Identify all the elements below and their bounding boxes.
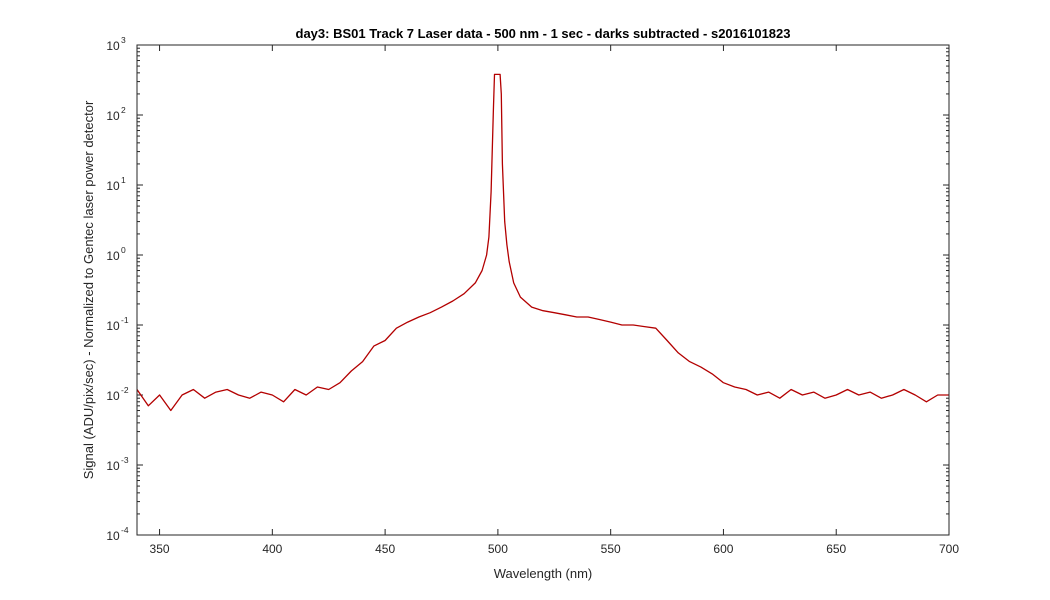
x-tick-label: 350 <box>150 542 170 556</box>
y-tick-label: 10 <box>106 249 120 263</box>
x-tick-label: 700 <box>939 542 959 556</box>
y-tick-label: 10 <box>106 319 120 333</box>
x-tick-label: 400 <box>262 542 282 556</box>
ticks-layer: 350 400 450 500 550 600 650 70010-410-310-210-1… <box>106 35 959 556</box>
x-axis-label: Wavelength (nm) <box>494 566 593 581</box>
y-axis-label: Signal (ADU/pix/sec) - Normalized to Gen… <box>81 100 96 479</box>
y-tick-exponent: -1 <box>121 315 129 325</box>
y-tick-label: 10 <box>106 179 120 193</box>
y-tick-label: 10 <box>106 109 120 123</box>
chart-title: day3: BS01 Track 7 Laser data - 500 nm -… <box>296 26 791 41</box>
series-layer <box>136 73 949 412</box>
x-tick-label: 550 <box>601 542 621 556</box>
y-tick-exponent: 3 <box>121 35 126 45</box>
x-tick-label: 600 <box>713 542 733 556</box>
y-tick-exponent: 2 <box>121 105 126 115</box>
y-tick-label: 10 <box>106 529 120 543</box>
y-tick-exponent: -4 <box>121 525 129 535</box>
spectrum-line <box>136 73 949 412</box>
y-tick-label: 10 <box>106 389 120 403</box>
x-tick-label: 500 <box>488 542 508 556</box>
plot-box <box>136 44 950 536</box>
y-tick-exponent: 0 <box>121 245 126 255</box>
x-tick-label: 450 <box>375 542 395 556</box>
y-tick-exponent: 1 <box>121 175 126 185</box>
y-tick-label: 10 <box>106 39 120 53</box>
plot-area <box>137 45 949 535</box>
y-tick-label: 10 <box>106 459 120 473</box>
x-tick-label: 650 <box>826 542 846 556</box>
y-tick-exponent: -3 <box>121 455 129 465</box>
y-tick-exponent: -2 <box>121 385 129 395</box>
